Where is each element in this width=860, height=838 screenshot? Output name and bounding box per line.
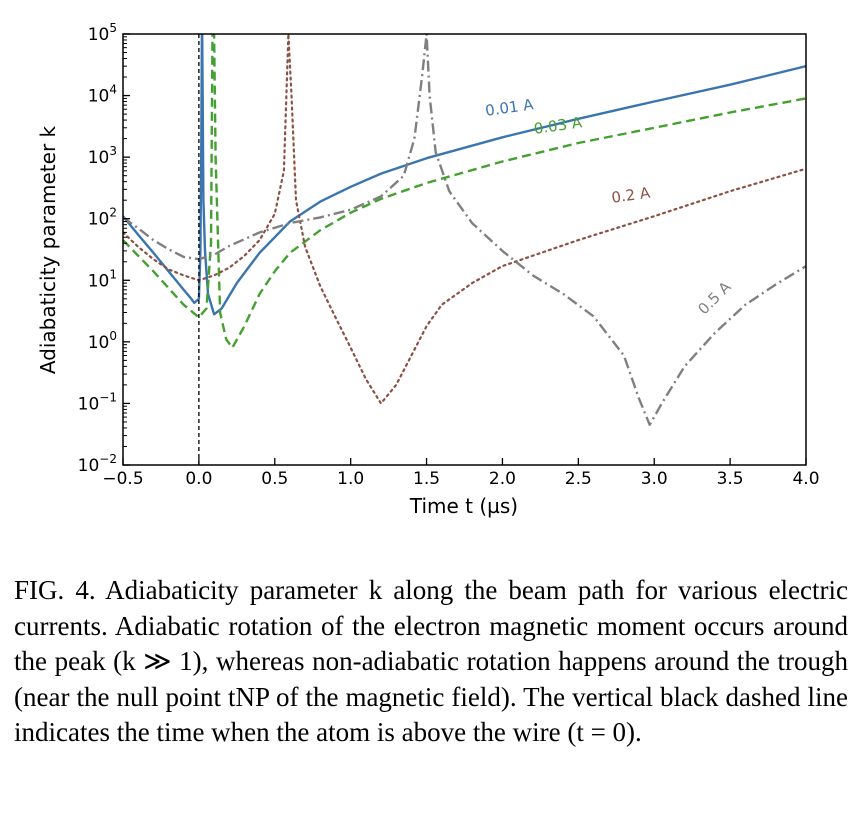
series-label: 0.5 A — [694, 277, 735, 318]
x-tick-label: 3.0 — [641, 469, 668, 489]
series-label: 0.03 A — [533, 113, 584, 138]
y-axis-ticks: 10−2 10−1 100 101 102 103 104 105 — [78, 21, 130, 476]
series-label: 0.01 A — [484, 95, 535, 120]
y-tick-label: 103 — [88, 144, 117, 168]
x-tick-label: 0.5 — [261, 469, 288, 489]
x-tick-label: 0.0 — [185, 469, 212, 489]
y-tick-label: 101 — [88, 267, 117, 291]
series-layer — [123, 34, 806, 426]
chart-figure: −0.5 0.0 0.5 1.0 1.5 2.0 2.5 3.0 3.5 4.0 10−2 10−1… — [36, 21, 820, 518]
y-tick-label: 102 — [88, 206, 117, 230]
y-tick-label: 10−1 — [78, 390, 117, 414]
series-label: 0.2 A — [610, 184, 652, 207]
y-tick-label: 105 — [88, 21, 117, 45]
x-tick-label: 3.5 — [717, 469, 744, 489]
figure-caption: FIG. 4. Adiabaticity parameter k along t… — [14, 573, 848, 751]
caption-text: Adiabaticity parameter k along the beam … — [14, 575, 848, 747]
y-tick-label: 100 — [88, 329, 117, 353]
series-line-0-01-a — [123, 34, 806, 316]
y-tick-label: 10−2 — [78, 452, 117, 476]
x-axis-label: Time t (µs) — [409, 494, 518, 518]
x-tick-label: 1.0 — [337, 469, 364, 489]
x-tick-label: 1.5 — [413, 469, 440, 489]
y-axis-label: Adiabaticity parameter k — [36, 125, 60, 374]
caption-figure-number: FIG. 4. — [14, 575, 96, 605]
series-line-0-5-a — [123, 34, 806, 426]
series-labels: 0.01 A0.03 A 0.2 A 0.5 A — [484, 95, 735, 318]
x-tick-label: −0.5 — [102, 469, 143, 489]
x-axis-ticks: −0.5 0.0 0.5 1.0 1.5 2.0 2.5 3.0 3.5 4.0 — [102, 458, 820, 489]
x-tick-label: 4.0 — [792, 469, 819, 489]
x-tick-label: 2.5 — [565, 469, 592, 489]
plot-frame — [122, 33, 807, 466]
x-tick-label: 2.0 — [489, 469, 516, 489]
y-tick-label: 104 — [88, 83, 117, 107]
